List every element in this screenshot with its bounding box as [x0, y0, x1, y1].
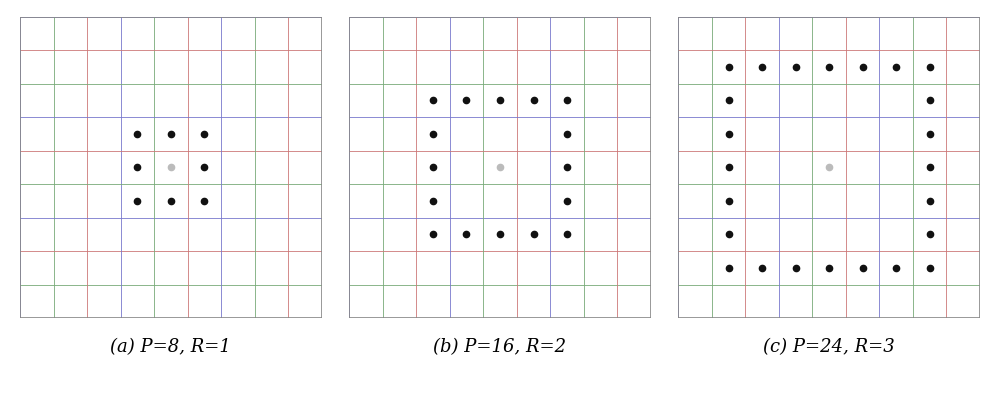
Text: (a) P=8, R=1: (a) P=8, R=1 — [110, 338, 231, 357]
Text: (b) P=16, R=2: (b) P=16, R=2 — [433, 338, 567, 357]
Text: (c) P=24, R=3: (c) P=24, R=3 — [763, 338, 895, 357]
